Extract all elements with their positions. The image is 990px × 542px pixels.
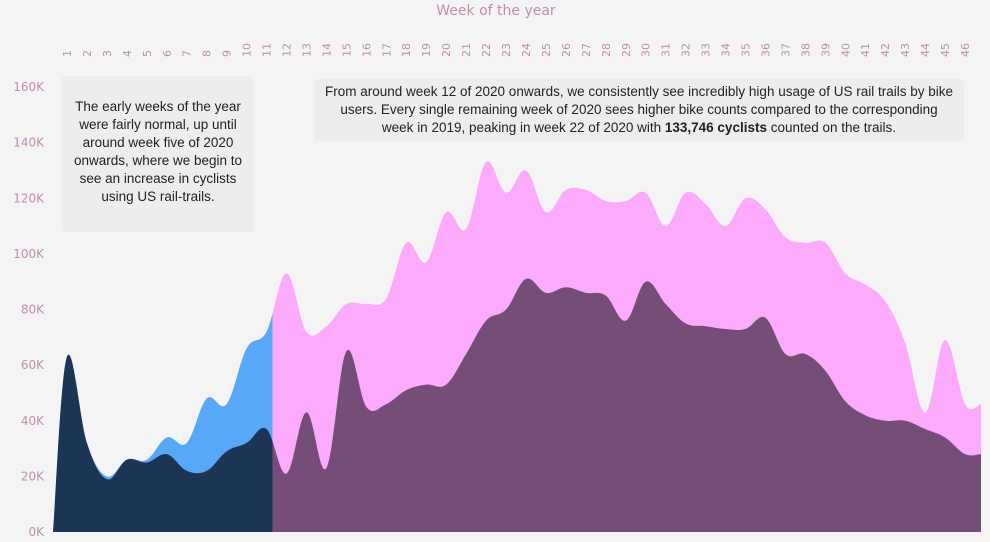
x-tick-label: 20 <box>440 43 453 57</box>
x-tick-label: 37 <box>779 43 792 57</box>
x-tick-label: 4 <box>121 50 134 57</box>
annotation-peak-text-before: From around week 12 of 2020 onwards, we … <box>324 84 954 135</box>
series-2019-late-area <box>272 278 981 532</box>
annotation-early-weeks-text: The early weeks of the year were fairly … <box>73 99 243 204</box>
y-tick-label: 160K <box>13 80 45 94</box>
x-tick-label: 5 <box>141 50 154 57</box>
x-tick-label: 16 <box>360 43 373 57</box>
series-2019-early-area <box>53 354 273 532</box>
x-tick-label: 21 <box>460 43 473 57</box>
x-tick-label: 36 <box>759 43 772 57</box>
y-tick-label: 0K <box>28 525 45 539</box>
x-tick-label: 19 <box>420 43 433 57</box>
x-tick-label: 27 <box>580 43 593 57</box>
x-tick-label: 30 <box>640 43 653 57</box>
x-tick-label: 28 <box>600 43 613 57</box>
x-tick-label: 11 <box>261 43 274 57</box>
x-tick-label: 12 <box>280 43 293 57</box>
x-tick-label: 3 <box>101 50 114 57</box>
x-tick-label: 32 <box>680 43 693 57</box>
x-tick-label: 40 <box>839 43 852 57</box>
x-tick-label: 23 <box>500 43 513 57</box>
x-tick-label: 33 <box>700 43 713 57</box>
x-tick-label: 38 <box>799 43 812 57</box>
x-tick-label: 35 <box>740 43 753 57</box>
y-tick-label: 80K <box>21 303 45 317</box>
y-tick-label: 120K <box>13 191 45 205</box>
x-tick-label: 39 <box>819 43 832 57</box>
x-tick-label: 25 <box>540 43 553 57</box>
x-tick-label: 15 <box>340 43 353 57</box>
x-axis-title: Week of the year <box>436 3 556 19</box>
x-tick-label: 1 <box>61 50 74 57</box>
x-tick-label: 10 <box>241 43 254 57</box>
annotation-peak-usage: From around week 12 of 2020 onwards, we … <box>314 79 964 141</box>
y-tick-label: 140K <box>13 136 45 150</box>
x-tick-label: 9 <box>221 50 234 57</box>
area-layers <box>53 161 981 532</box>
x-tick-label: 44 <box>919 43 932 57</box>
x-tick-label: 18 <box>400 43 413 57</box>
annotation-early-weeks: The early weeks of the year were fairly … <box>62 76 254 232</box>
x-tick-labels: 1 2 3 4 5 6 7 8 9 10 11 12 13 14 15 16 17 18 19 20 21 22 23 24 2… <box>61 43 972 57</box>
x-tick-label: 13 <box>300 43 313 57</box>
y-tick-label: 20K <box>21 469 45 483</box>
x-tick-label: 17 <box>380 43 393 57</box>
x-tick-label: 8 <box>201 50 214 57</box>
x-tick-label: 41 <box>859 43 872 57</box>
x-tick-label: 31 <box>660 43 673 57</box>
x-tick-label: 43 <box>899 43 912 57</box>
x-tick-label: 26 <box>560 43 573 57</box>
y-tick-label: 100K <box>13 247 45 261</box>
x-tick-label: 2 <box>81 50 94 57</box>
x-tick-label: 24 <box>520 43 533 57</box>
annotation-peak-text-after: counted on the trails. <box>766 120 897 135</box>
x-tick-label: 45 <box>939 43 952 57</box>
x-tick-label: 46 <box>959 43 972 57</box>
annotation-peak-count: 133,746 cyclists <box>664 120 767 135</box>
x-tick-label: 14 <box>320 43 333 57</box>
y-tick-labels: 0K 20K 40K 60K 80K 100K 120K 140K 160K <box>13 80 45 539</box>
x-tick-label: 6 <box>161 50 174 57</box>
x-tick-label: 29 <box>620 43 633 57</box>
y-tick-label: 60K <box>21 358 45 372</box>
y-tick-label: 40K <box>21 414 45 428</box>
x-tick-label: 7 <box>181 50 194 57</box>
x-tick-label: 42 <box>879 43 892 57</box>
x-tick-label: 34 <box>720 43 733 57</box>
x-tick-label: 22 <box>480 43 493 57</box>
